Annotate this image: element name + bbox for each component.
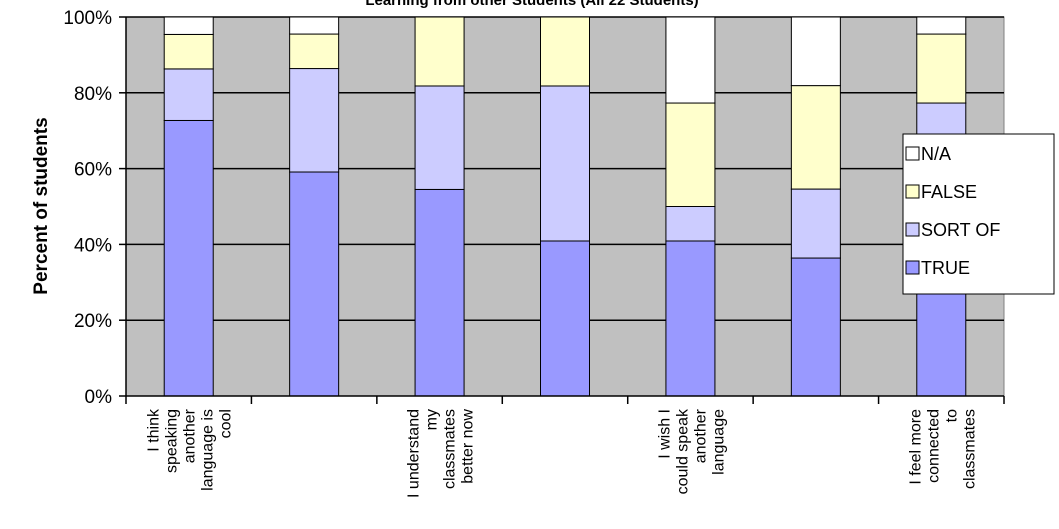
- x-category-label-line: classmates: [442, 409, 459, 489]
- y-tick-label: 80%: [74, 84, 112, 105]
- legend-swatch: [905, 146, 920, 161]
- bar-segment-n-a: [665, 16, 716, 104]
- bar-segment-sort-of: [163, 68, 214, 121]
- y-tick-label: 60%: [74, 160, 112, 181]
- x-category-label-line: could speak: [674, 408, 691, 494]
- bar-segment-false: [414, 16, 465, 87]
- y-tick-label: 100%: [63, 8, 112, 29]
- x-category-label-line: language: [710, 409, 727, 475]
- bar-segment-true: [540, 240, 590, 397]
- bar-segment-true: [665, 240, 716, 397]
- legend-swatch: [905, 184, 920, 199]
- legend-label: TRUE: [921, 258, 970, 278]
- bar-segment-false: [916, 33, 967, 104]
- bar-segment-true: [289, 171, 340, 397]
- legend-label: N/A: [921, 144, 951, 164]
- y-tick-label: 0%: [85, 387, 113, 408]
- x-category-label-line: another: [692, 408, 709, 463]
- x-category-label-line: cool: [218, 409, 235, 438]
- bar-segment-n-a: [163, 16, 214, 35]
- x-category-label-line: my: [424, 409, 441, 430]
- bar-segment-true: [414, 188, 465, 397]
- bar-segment-true: [790, 257, 841, 397]
- bar-segment-false: [289, 33, 340, 70]
- bar-segment-n-a: [790, 16, 841, 87]
- bar-segment-false: [790, 85, 841, 190]
- bar-segment-n-a: [289, 16, 340, 35]
- legend-box: [902, 133, 1055, 295]
- x-category-label-line: connected: [925, 409, 942, 483]
- x-category-label: I think speaking another language is cool: [146, 408, 235, 491]
- x-axis-ticks: I think speaking another language is cool I u…: [125, 395, 1005, 498]
- x-category-label-line: another: [182, 408, 199, 463]
- y-tick-label: 20%: [74, 311, 112, 332]
- x-category-label-line: to: [943, 409, 960, 422]
- bar-segment-false: [163, 33, 214, 70]
- bar-segment-false: [665, 102, 716, 207]
- bar-segment-sort-of: [414, 85, 465, 190]
- bar-segment-sort-of: [665, 206, 716, 242]
- legend: N/A FALSE SORT OF TRUE: [902, 133, 1055, 295]
- y-axis-label: Percent of students: [31, 117, 52, 294]
- x-category-label: I understand my classmates better now: [406, 409, 477, 498]
- bar-segment-sort-of: [790, 188, 841, 259]
- chart-title: Learning from other Students (All 22 Stu…: [365, 0, 698, 9]
- x-category-label-line: language is: [200, 409, 217, 491]
- x-category-label-line: better now: [460, 409, 477, 484]
- legend-label: FALSE: [921, 182, 977, 202]
- x-category-label-line: classmates: [961, 409, 978, 489]
- legend-swatch: [905, 222, 920, 237]
- legend-swatch: [905, 260, 920, 275]
- bar-segment-sort-of: [540, 85, 590, 242]
- x-category-label-line: I think: [146, 408, 163, 452]
- x-category-label-line: I feel more: [907, 409, 924, 485]
- x-category-label-line: speaking: [164, 409, 181, 473]
- bar-segment-false: [540, 16, 590, 87]
- y-axis-ticks: 0% 20% 40% 60% 80% 100%: [63, 8, 127, 408]
- legend-label: SORT OF: [921, 220, 1000, 240]
- bar-segment-sort-of: [289, 68, 340, 173]
- x-category-label-line: I wish I: [656, 409, 673, 459]
- y-tick-label: 40%: [74, 235, 112, 256]
- bar-segment-true: [163, 119, 214, 397]
- x-category-label: I feel more connected to classmates: [907, 409, 978, 489]
- x-category-label-line: I understand: [406, 409, 423, 498]
- bar-segment-n-a: [916, 16, 967, 35]
